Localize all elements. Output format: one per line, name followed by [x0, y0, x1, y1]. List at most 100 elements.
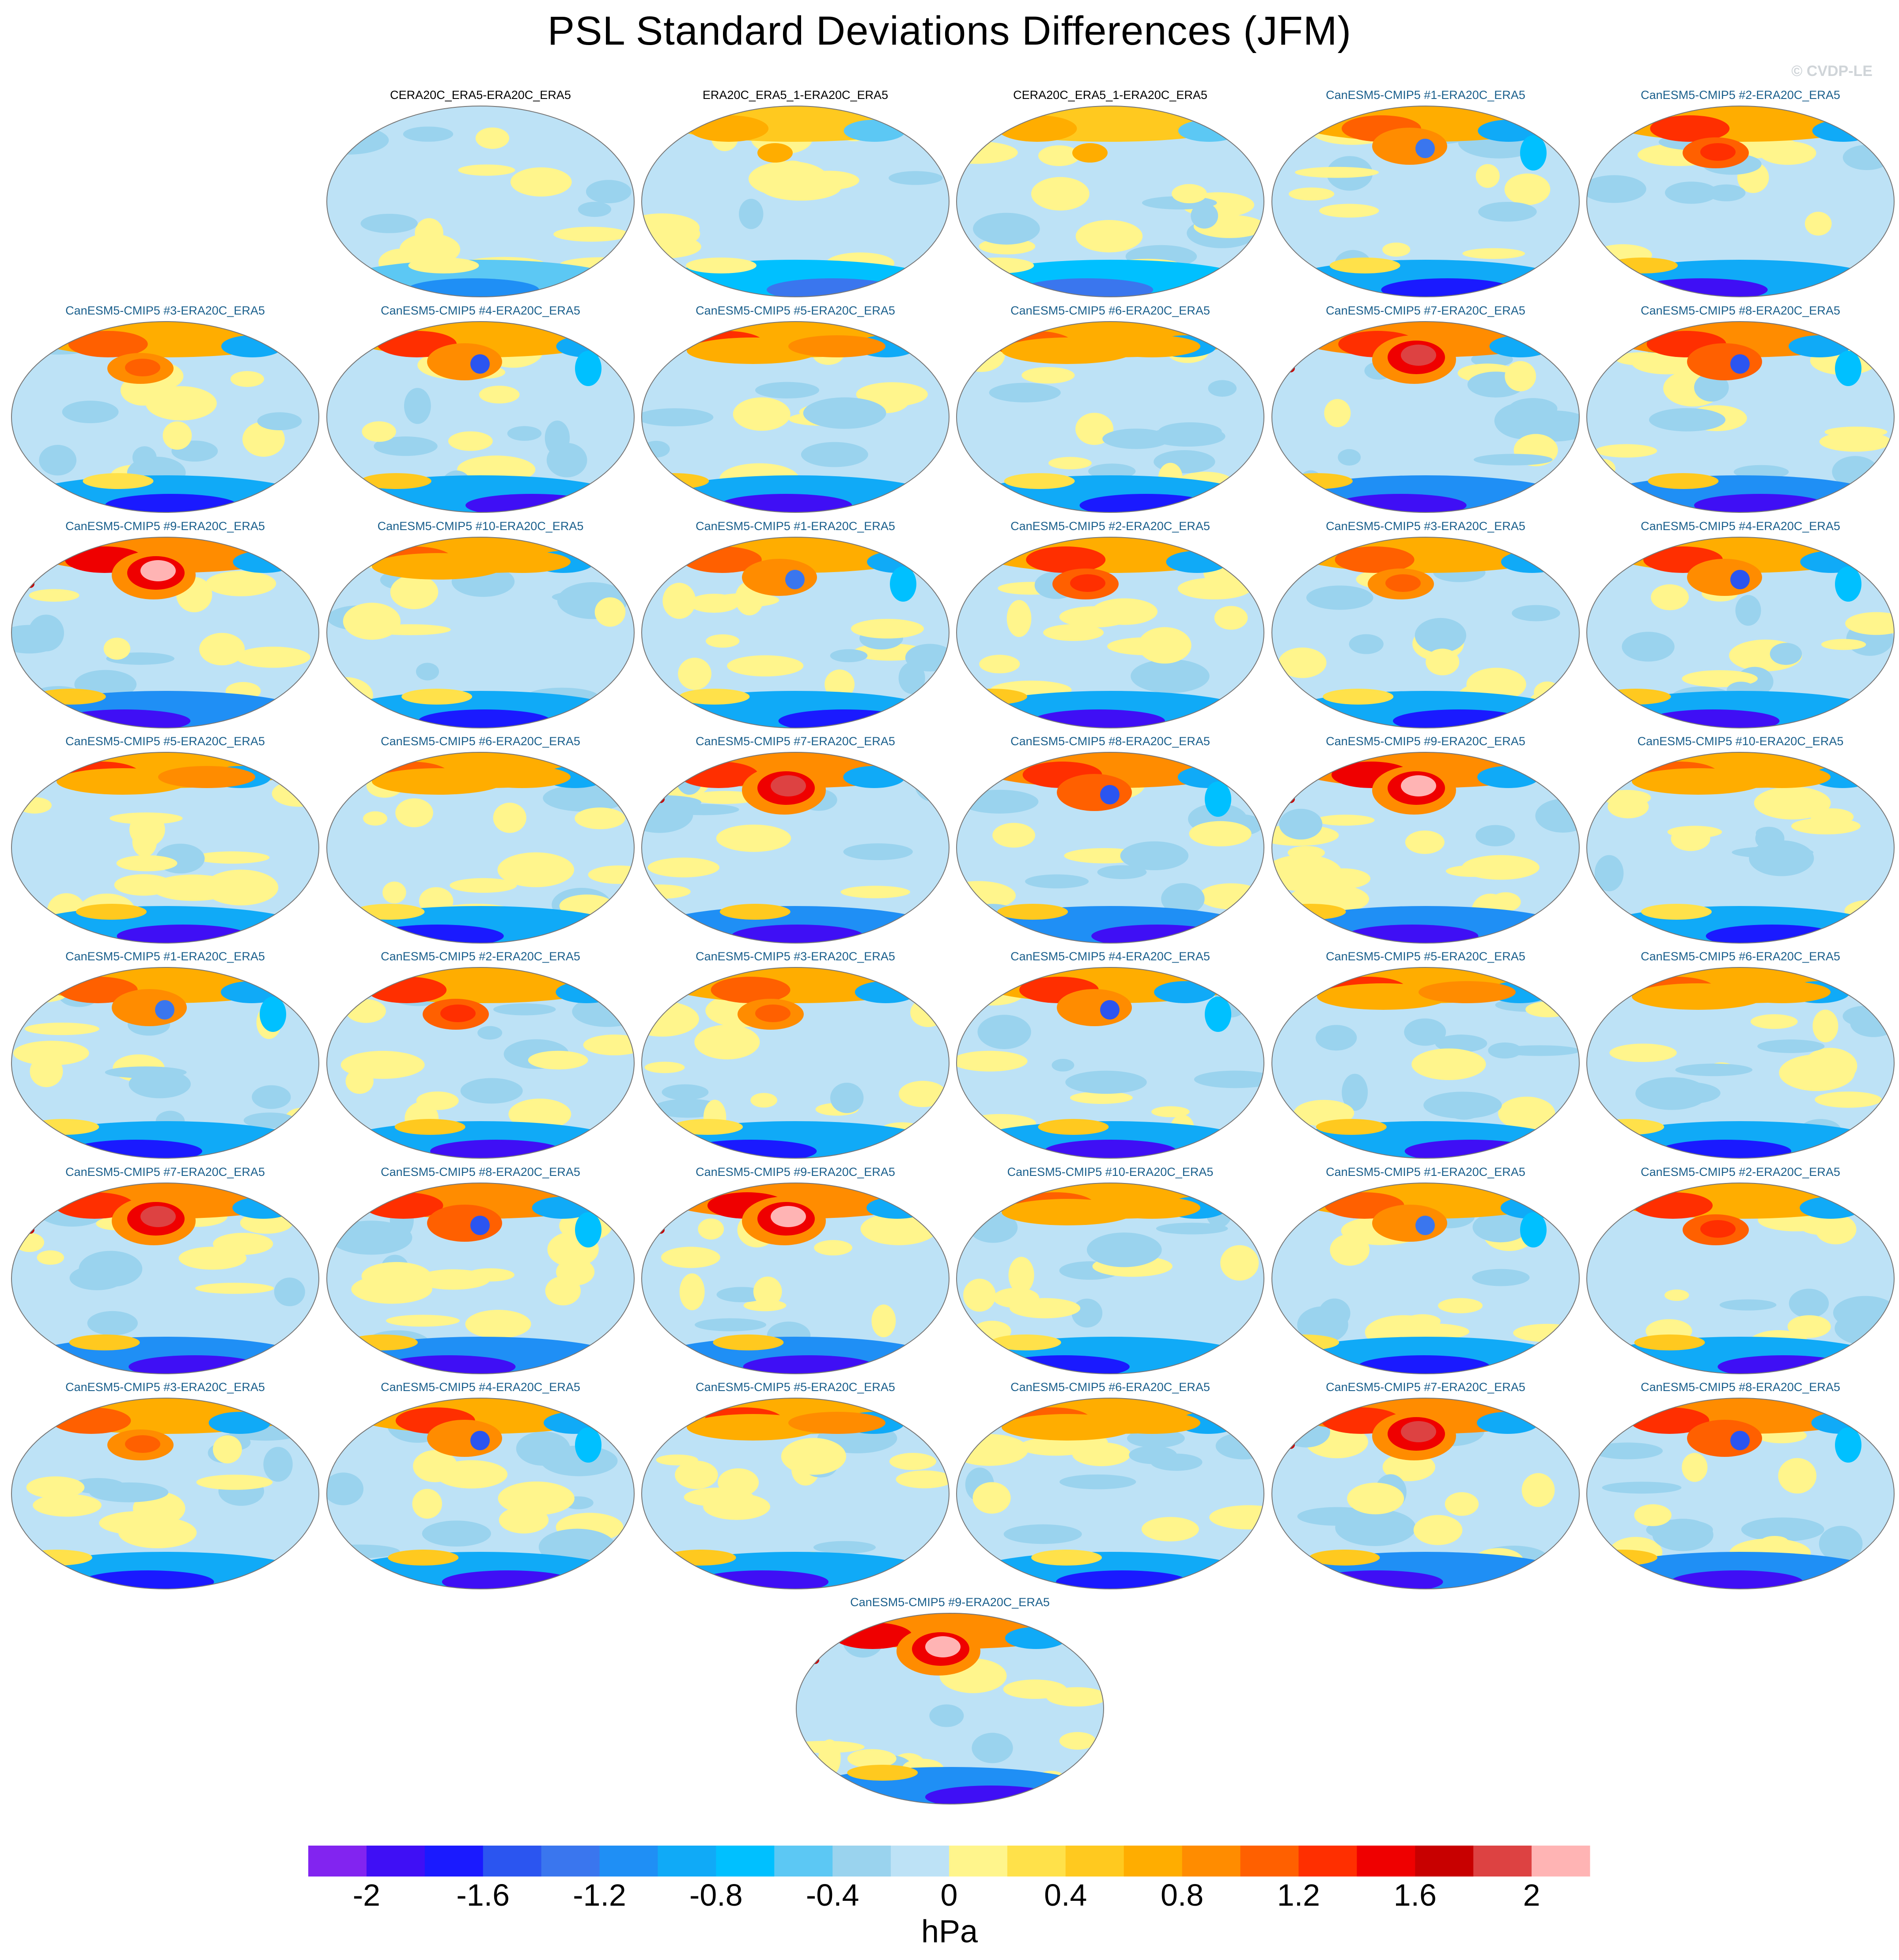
contour-blob [1435, 1035, 1487, 1053]
panel-label: CanESM5-CMIP5 #8-ERA20C_ERA5 [1641, 1380, 1840, 1394]
contour-blob [990, 1334, 1061, 1350]
panel-label: CanESM5-CMIP5 #3-ERA20C_ERA5 [696, 950, 895, 963]
contour-blob [1594, 855, 1624, 891]
contour-blob [473, 766, 571, 788]
contour-blob [896, 1470, 949, 1489]
contour-blob [1819, 1526, 1863, 1562]
contour-blob [1057, 989, 1132, 1026]
contour-blob [1520, 1212, 1547, 1247]
colorbar-swatch [832, 1846, 891, 1877]
contour-blob [1347, 1482, 1404, 1515]
contour-blob [1512, 605, 1560, 622]
contour-blob [132, 446, 157, 469]
contour-blob [1004, 473, 1075, 489]
contour-blob [690, 791, 760, 804]
colorbar-tick-label: -2 [352, 1878, 381, 1912]
globe-map [641, 537, 950, 728]
contour-blob [465, 1310, 531, 1338]
contour-blob [1641, 904, 1712, 920]
contour-blob [855, 981, 917, 1003]
contour-blob [263, 1447, 293, 1482]
contour-blob [1730, 570, 1750, 589]
contour-blob [647, 857, 720, 878]
contour-blob [206, 571, 276, 596]
globe-map [1586, 752, 1895, 944]
colorbar-swatch [424, 1846, 484, 1877]
contour-blob [1103, 335, 1200, 357]
contour-blob [716, 824, 791, 852]
map-panel: CanESM5-CMIP5 #2-ERA20C_ERA5 [953, 519, 1267, 734]
contour-blob [497, 852, 575, 887]
panel-label: CanESM5-CMIP5 #1-ERA20C_ERA5 [1326, 88, 1525, 102]
contour-blob [26, 1476, 85, 1498]
contour-blob [1521, 1473, 1555, 1507]
panel-label: CanESM5-CMIP5 #1-ERA20C_ERA5 [65, 950, 265, 963]
contour-blob [1587, 175, 1646, 203]
contour-blob [466, 1268, 514, 1281]
contour-blob [363, 811, 387, 826]
contour-blob [1046, 1687, 1104, 1707]
panel-label: CanESM5-CMIP5 #2-ERA20C_ERA5 [381, 950, 580, 963]
contour-blob [694, 1318, 767, 1331]
colorbar-swatch [1240, 1846, 1299, 1877]
contour-blob [367, 977, 447, 1003]
contour-blob [1199, 883, 1263, 910]
contour-blob [957, 338, 1005, 372]
contour-blob [242, 421, 285, 457]
contour-blob [516, 1431, 571, 1466]
contour-blob [1100, 785, 1120, 804]
map-panel: CanESM5-CMIP5 #1-ERA20C_ERA5 [638, 519, 953, 734]
contour-blob [470, 354, 490, 374]
contour-blob [68, 331, 148, 357]
contour-blob [1282, 1416, 1330, 1448]
contour-blob [678, 657, 711, 690]
globe-map [956, 967, 1264, 1159]
contour-blob [194, 851, 270, 864]
contour-blob [99, 1511, 181, 1535]
contour-blob [556, 981, 618, 1003]
contour-blob [1401, 345, 1436, 366]
panel-label: CanESM5-CMIP5 #5-ERA20C_ERA5 [65, 735, 265, 748]
contour-blob [1770, 643, 1802, 665]
contour-blob [889, 171, 943, 185]
contour-blob [977, 1015, 1031, 1049]
contour-blob [905, 644, 949, 672]
colorbar-swatch [1357, 1846, 1415, 1877]
contour-blob [140, 560, 176, 581]
contour-blob [374, 436, 438, 456]
contour-blob [1664, 1289, 1689, 1301]
contour-blob [1103, 1197, 1200, 1219]
contour-blob [1438, 1298, 1483, 1313]
map-panel: CanESM5-CMIP5 #6-ERA20C_ERA5 [953, 304, 1267, 518]
contour-blob [1694, 373, 1729, 402]
globe-map [1271, 1398, 1580, 1589]
map-panel: CanESM5-CMIP5 #9-ERA20C_ERA5 [1268, 735, 1583, 949]
contour-blob [1178, 120, 1240, 142]
contour-blob [1309, 1550, 1380, 1566]
colorbar-swatch [1182, 1846, 1241, 1877]
colorbar-tick-label: -1.2 [573, 1878, 626, 1912]
contour-blob [1316, 1119, 1387, 1135]
contour-blob [422, 1520, 491, 1547]
contour-blob [755, 1005, 791, 1022]
contour-blob [689, 115, 769, 142]
contour-blob [1043, 624, 1104, 641]
contour-blob [1324, 399, 1351, 428]
contour-blob [493, 803, 526, 833]
contour-blob [1382, 243, 1411, 257]
contour-blob [1803, 1048, 1857, 1084]
map-panel: CanESM5-CMIP5 #6-ERA20C_ERA5 [323, 735, 638, 949]
contour-blob [415, 218, 443, 248]
contour-blob [1059, 1474, 1136, 1490]
contour-blob [458, 164, 515, 176]
map-panel: CanESM5-CMIP5 #7-ERA20C_ERA5 [1268, 1380, 1583, 1595]
contour-blob [346, 999, 386, 1023]
contour-blob [929, 1704, 964, 1727]
panel-label: CanESM5-CMIP5 #9-ERA20C_ERA5 [850, 1596, 1050, 1609]
contour-blob [1489, 335, 1551, 357]
contour-blob [1319, 204, 1379, 218]
contour-blob [1520, 135, 1547, 171]
contour-blob [1478, 201, 1537, 222]
contour-blob [1413, 1515, 1463, 1545]
contour-blob [706, 634, 740, 648]
